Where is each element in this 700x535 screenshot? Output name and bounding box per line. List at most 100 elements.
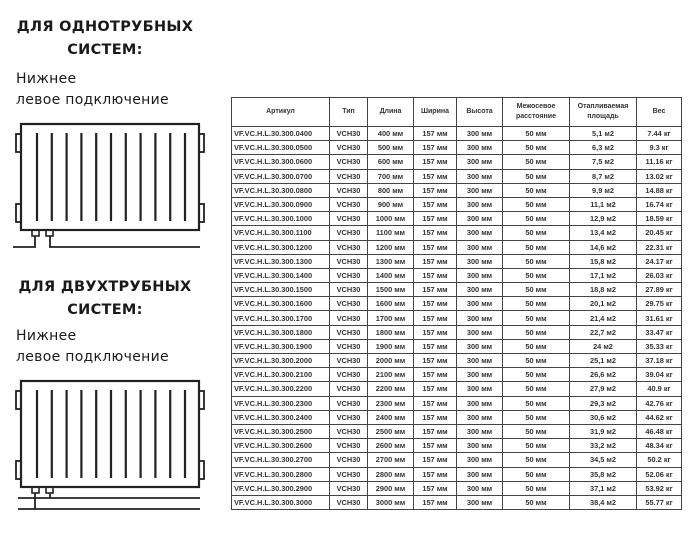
radiator-two-pipe-diagram [15, 379, 205, 510]
table-cell: 50 мм [502, 367, 570, 383]
table-cell: 300 мм [456, 395, 503, 411]
table-cell: 3000 мм [367, 494, 414, 511]
title-line: СИСТЕМ: [67, 302, 143, 318]
table-cell: 50.2 кг [636, 452, 682, 468]
table-cell: VCH30 [329, 409, 368, 425]
table-cell: 50 мм [502, 438, 570, 454]
table-cell: 35.33 кг [636, 338, 682, 355]
table-cell: 50 мм [502, 182, 570, 198]
table-cell: VF.VC.H.L.30.300.1400 [231, 267, 330, 284]
table-cell: 50 мм [502, 452, 570, 468]
table-cell: 50 мм [502, 168, 570, 184]
table-cell: 9.3 кг [636, 140, 682, 156]
table-cell: VCH30 [329, 438, 368, 454]
table-row: VF.VC.H.L.30.300.2600 VCH30 2600 мм 157 мм 3… [231, 438, 682, 454]
table-cell: 300 мм [456, 324, 503, 340]
radiator-one-pipe-diagram [13, 122, 205, 248]
table-row: VF.VC.H.L.30.300.1400 VCH30 1400 мм 157 мм 3… [231, 267, 682, 284]
table-cell: 157 мм [413, 480, 457, 496]
table-cell: 5,1 м2 [569, 125, 637, 142]
table-cell: 34,5 м2 [569, 452, 637, 468]
table-cell: 1300 мм [367, 253, 414, 269]
table-cell: 26.03 кг [636, 267, 682, 284]
table-cell: 50 мм [502, 381, 570, 397]
table-cell: 2100 мм [367, 367, 414, 383]
column-header: Артикул [231, 97, 330, 127]
table-cell: VCH30 [329, 338, 368, 355]
table-cell: VCH30 [329, 452, 368, 468]
table-cell: 300 мм [456, 125, 503, 142]
table-cell: 300 мм [456, 196, 503, 213]
table-cell: VCH30 [329, 125, 368, 142]
table-cell: 13.02 кг [636, 168, 682, 184]
table-cell: 157 мм [413, 211, 457, 227]
table-cell: 27,9 м2 [569, 381, 637, 397]
section-title: ДЛЯ ОДНОТРУБНЫХ СИСТЕМ: [0, 16, 210, 62]
table-cell: 157 мм [413, 338, 457, 355]
table-cell: 16.74 кг [636, 196, 682, 213]
table-cell: 300 мм [456, 352, 503, 369]
table-cell: VCH30 [329, 423, 368, 440]
table-cell: 11,1 м2 [569, 196, 637, 213]
table-cell: 300 мм [456, 225, 503, 241]
table-row: VF.VC.H.L.30.300.2300 VCH30 2300 мм 157 мм 3… [231, 395, 682, 411]
table-cell: 33.47 кг [636, 324, 682, 340]
table-cell: 14,6 м2 [569, 239, 637, 255]
radiator-body [19, 122, 201, 232]
table-cell: 157 мм [413, 225, 457, 241]
table-row: VF.VC.H.L.30.300.1100 VCH30 1100 мм 157 мм 3… [231, 225, 682, 241]
table-cell: VCH30 [329, 395, 368, 411]
column-header: Ширина [413, 97, 457, 127]
table-cell: 2400 мм [367, 409, 414, 425]
table-cell: 50 мм [502, 125, 570, 142]
table-row: VF.VC.H.L.30.300.0600 VCH30 600 мм 157 мм 30… [231, 154, 682, 170]
table-cell: VF.VC.H.L.30.300.2500 [231, 423, 330, 440]
table-cell: 300 мм [456, 367, 503, 383]
table-cell: VCH30 [329, 196, 368, 213]
table-cell: 157 мм [413, 409, 457, 425]
table-cell: 9,9 м2 [569, 182, 637, 198]
table-cell: 38,4 м2 [569, 494, 637, 511]
table-cell: VF.VC.H.L.30.300.2000 [231, 352, 330, 369]
table-cell: VF.VC.H.L.30.300.0600 [231, 154, 330, 170]
table-cell: 800 мм [367, 182, 414, 198]
table-cell: 50 мм [502, 480, 570, 496]
table-row: VF.VC.H.L.30.300.0700 VCH30 700 мм 157 мм 30… [231, 168, 682, 184]
table-cell: 50 мм [502, 225, 570, 241]
table-cell: 50 мм [502, 196, 570, 213]
table-cell: 46.48 кг [636, 423, 682, 440]
table-cell: VCH30 [329, 267, 368, 284]
pipe [49, 236, 200, 248]
table-cell: VF.VC.H.L.30.300.2200 [231, 381, 330, 397]
table-cell: 300 мм [456, 466, 503, 482]
table-cell: VCH30 [329, 367, 368, 383]
table-cell: 157 мм [413, 423, 457, 440]
column-header: Вес [636, 97, 682, 127]
table-cell: 300 мм [456, 296, 503, 312]
column-header: Тип [329, 97, 368, 127]
table-cell: 50 мм [502, 324, 570, 340]
table-cell: 1700 мм [367, 310, 414, 326]
table-cell: 400 мм [367, 125, 414, 142]
table-cell: 157 мм [413, 466, 457, 482]
table-cell: 300 мм [456, 381, 503, 397]
table-cell: 157 мм [413, 253, 457, 269]
table-cell: VF.VC.H.L.30.300.1200 [231, 239, 330, 255]
table-row: VF.VC.H.L.30.300.2700 VCH30 2700 мм 157 мм 3… [231, 452, 682, 468]
table-cell: 1500 мм [367, 282, 414, 298]
table-cell: VCH30 [329, 352, 368, 369]
table-cell: VF.VC.H.L.30.300.1500 [231, 282, 330, 298]
table-cell: 25,1 м2 [569, 352, 637, 369]
table-cell: 300 мм [456, 267, 503, 284]
table-row: VF.VC.H.L.30.300.2900 VCH30 2900 мм 157 мм 3… [231, 480, 682, 496]
radiator-body [19, 379, 201, 489]
table-cell: 26,6 м2 [569, 367, 637, 383]
table-cell: VCH30 [329, 140, 368, 156]
table-cell: VCH30 [329, 211, 368, 227]
table-cell: 50 мм [502, 239, 570, 255]
table-cell: VF.VC.H.L.30.300.1800 [231, 324, 330, 340]
table-cell: 50 мм [502, 466, 570, 482]
table-cell: 21,4 м2 [569, 310, 637, 326]
table-cell: 22.31 кг [636, 239, 682, 255]
table-cell: 300 мм [456, 253, 503, 269]
